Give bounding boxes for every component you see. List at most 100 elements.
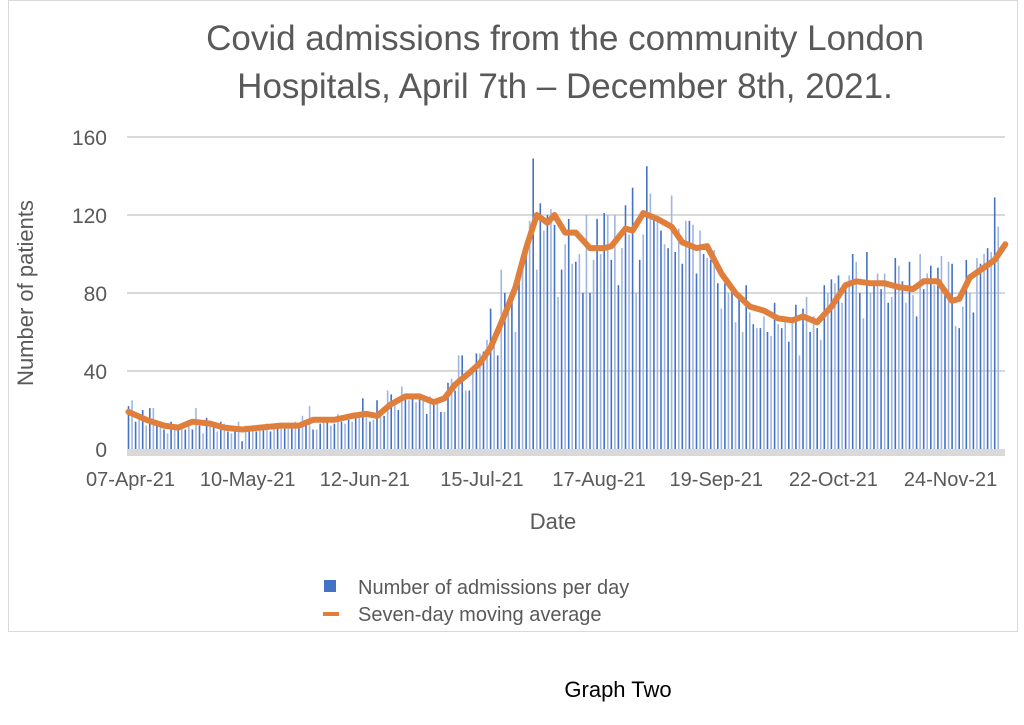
bar <box>841 302 843 449</box>
bar <box>610 259 613 449</box>
bar <box>798 355 801 449</box>
bar <box>983 254 985 449</box>
bar <box>472 367 474 449</box>
bar <box>454 390 456 449</box>
bar <box>358 413 361 449</box>
bar <box>376 400 378 449</box>
bar <box>557 296 559 449</box>
bar <box>851 254 854 449</box>
x-tick-label: 15-Jul-21 <box>440 469 523 491</box>
bar <box>269 431 272 449</box>
bar <box>926 273 929 449</box>
bar <box>834 283 836 449</box>
bar <box>525 240 527 449</box>
bar <box>191 429 194 449</box>
bar <box>993 197 996 449</box>
bar <box>273 425 275 449</box>
bar <box>223 423 226 449</box>
bar <box>351 421 353 449</box>
bar <box>436 398 439 449</box>
bar <box>894 257 897 449</box>
bar <box>954 326 957 449</box>
bar <box>131 400 133 449</box>
gridlines <box>127 136 1005 372</box>
bar <box>184 429 187 449</box>
bar <box>922 289 925 449</box>
y-tick-label: 0 <box>95 439 107 462</box>
bar <box>876 273 879 449</box>
bar <box>259 427 261 449</box>
bar <box>308 406 311 449</box>
bar <box>464 390 467 449</box>
bar <box>582 293 584 449</box>
bar <box>997 226 1000 449</box>
bar <box>677 228 680 449</box>
bar <box>340 421 343 449</box>
bar <box>188 421 190 449</box>
bar <box>745 285 747 449</box>
chart-title-line-1: Covid admissions from the community Lond… <box>206 19 924 58</box>
bar <box>919 254 921 449</box>
x-tick-labels: 07-Apr-21 10-May-21 12-Jun-21 15-Jul-21 17-A… <box>86 469 997 491</box>
bar <box>149 408 151 449</box>
bar <box>951 263 953 449</box>
bar <box>447 382 449 449</box>
bar <box>731 289 733 449</box>
bar <box>674 252 676 449</box>
bar <box>393 402 396 449</box>
y-tick-label: 120 <box>72 205 107 228</box>
bar <box>180 427 183 449</box>
bar <box>756 328 758 449</box>
bar <box>326 417 329 449</box>
bar <box>145 425 148 449</box>
bar <box>493 335 495 449</box>
bar <box>507 298 510 449</box>
bar <box>553 224 556 449</box>
bar <box>773 302 776 449</box>
bar <box>255 431 258 449</box>
bar <box>855 261 858 449</box>
bar <box>940 255 943 449</box>
bar <box>859 293 861 449</box>
bar <box>379 413 382 449</box>
bar <box>365 415 368 449</box>
bar <box>585 215 588 449</box>
bar <box>905 302 907 449</box>
bar <box>621 248 623 449</box>
bar <box>500 269 503 449</box>
bar <box>408 400 410 449</box>
bar <box>134 421 137 449</box>
y-tick-label: 160 <box>72 127 107 150</box>
bar <box>766 332 769 449</box>
bar <box>411 396 414 449</box>
bar <box>866 252 868 449</box>
bar <box>248 427 250 449</box>
bar <box>890 296 893 449</box>
x-tick-label: 10-May-21 <box>200 469 296 491</box>
y-tick-labels: 0 40 80 120 160 <box>72 127 107 462</box>
bar <box>315 429 318 449</box>
bar <box>422 398 424 449</box>
bar <box>915 316 918 449</box>
bar <box>234 427 236 449</box>
bar <box>713 250 716 449</box>
bar <box>227 431 229 449</box>
bar <box>979 263 982 449</box>
bar <box>198 425 201 449</box>
bar <box>425 413 428 449</box>
bar <box>575 261 577 449</box>
bar <box>461 355 463 449</box>
bar <box>369 421 371 449</box>
bar <box>646 166 648 449</box>
bar <box>812 316 815 449</box>
bar <box>763 316 765 449</box>
bar <box>535 269 538 449</box>
bar <box>663 244 666 449</box>
bar <box>937 267 939 449</box>
x-axis <box>127 449 1005 456</box>
bar <box>844 287 847 449</box>
bar <box>266 423 268 449</box>
bar <box>230 433 233 449</box>
bars <box>127 158 1000 449</box>
